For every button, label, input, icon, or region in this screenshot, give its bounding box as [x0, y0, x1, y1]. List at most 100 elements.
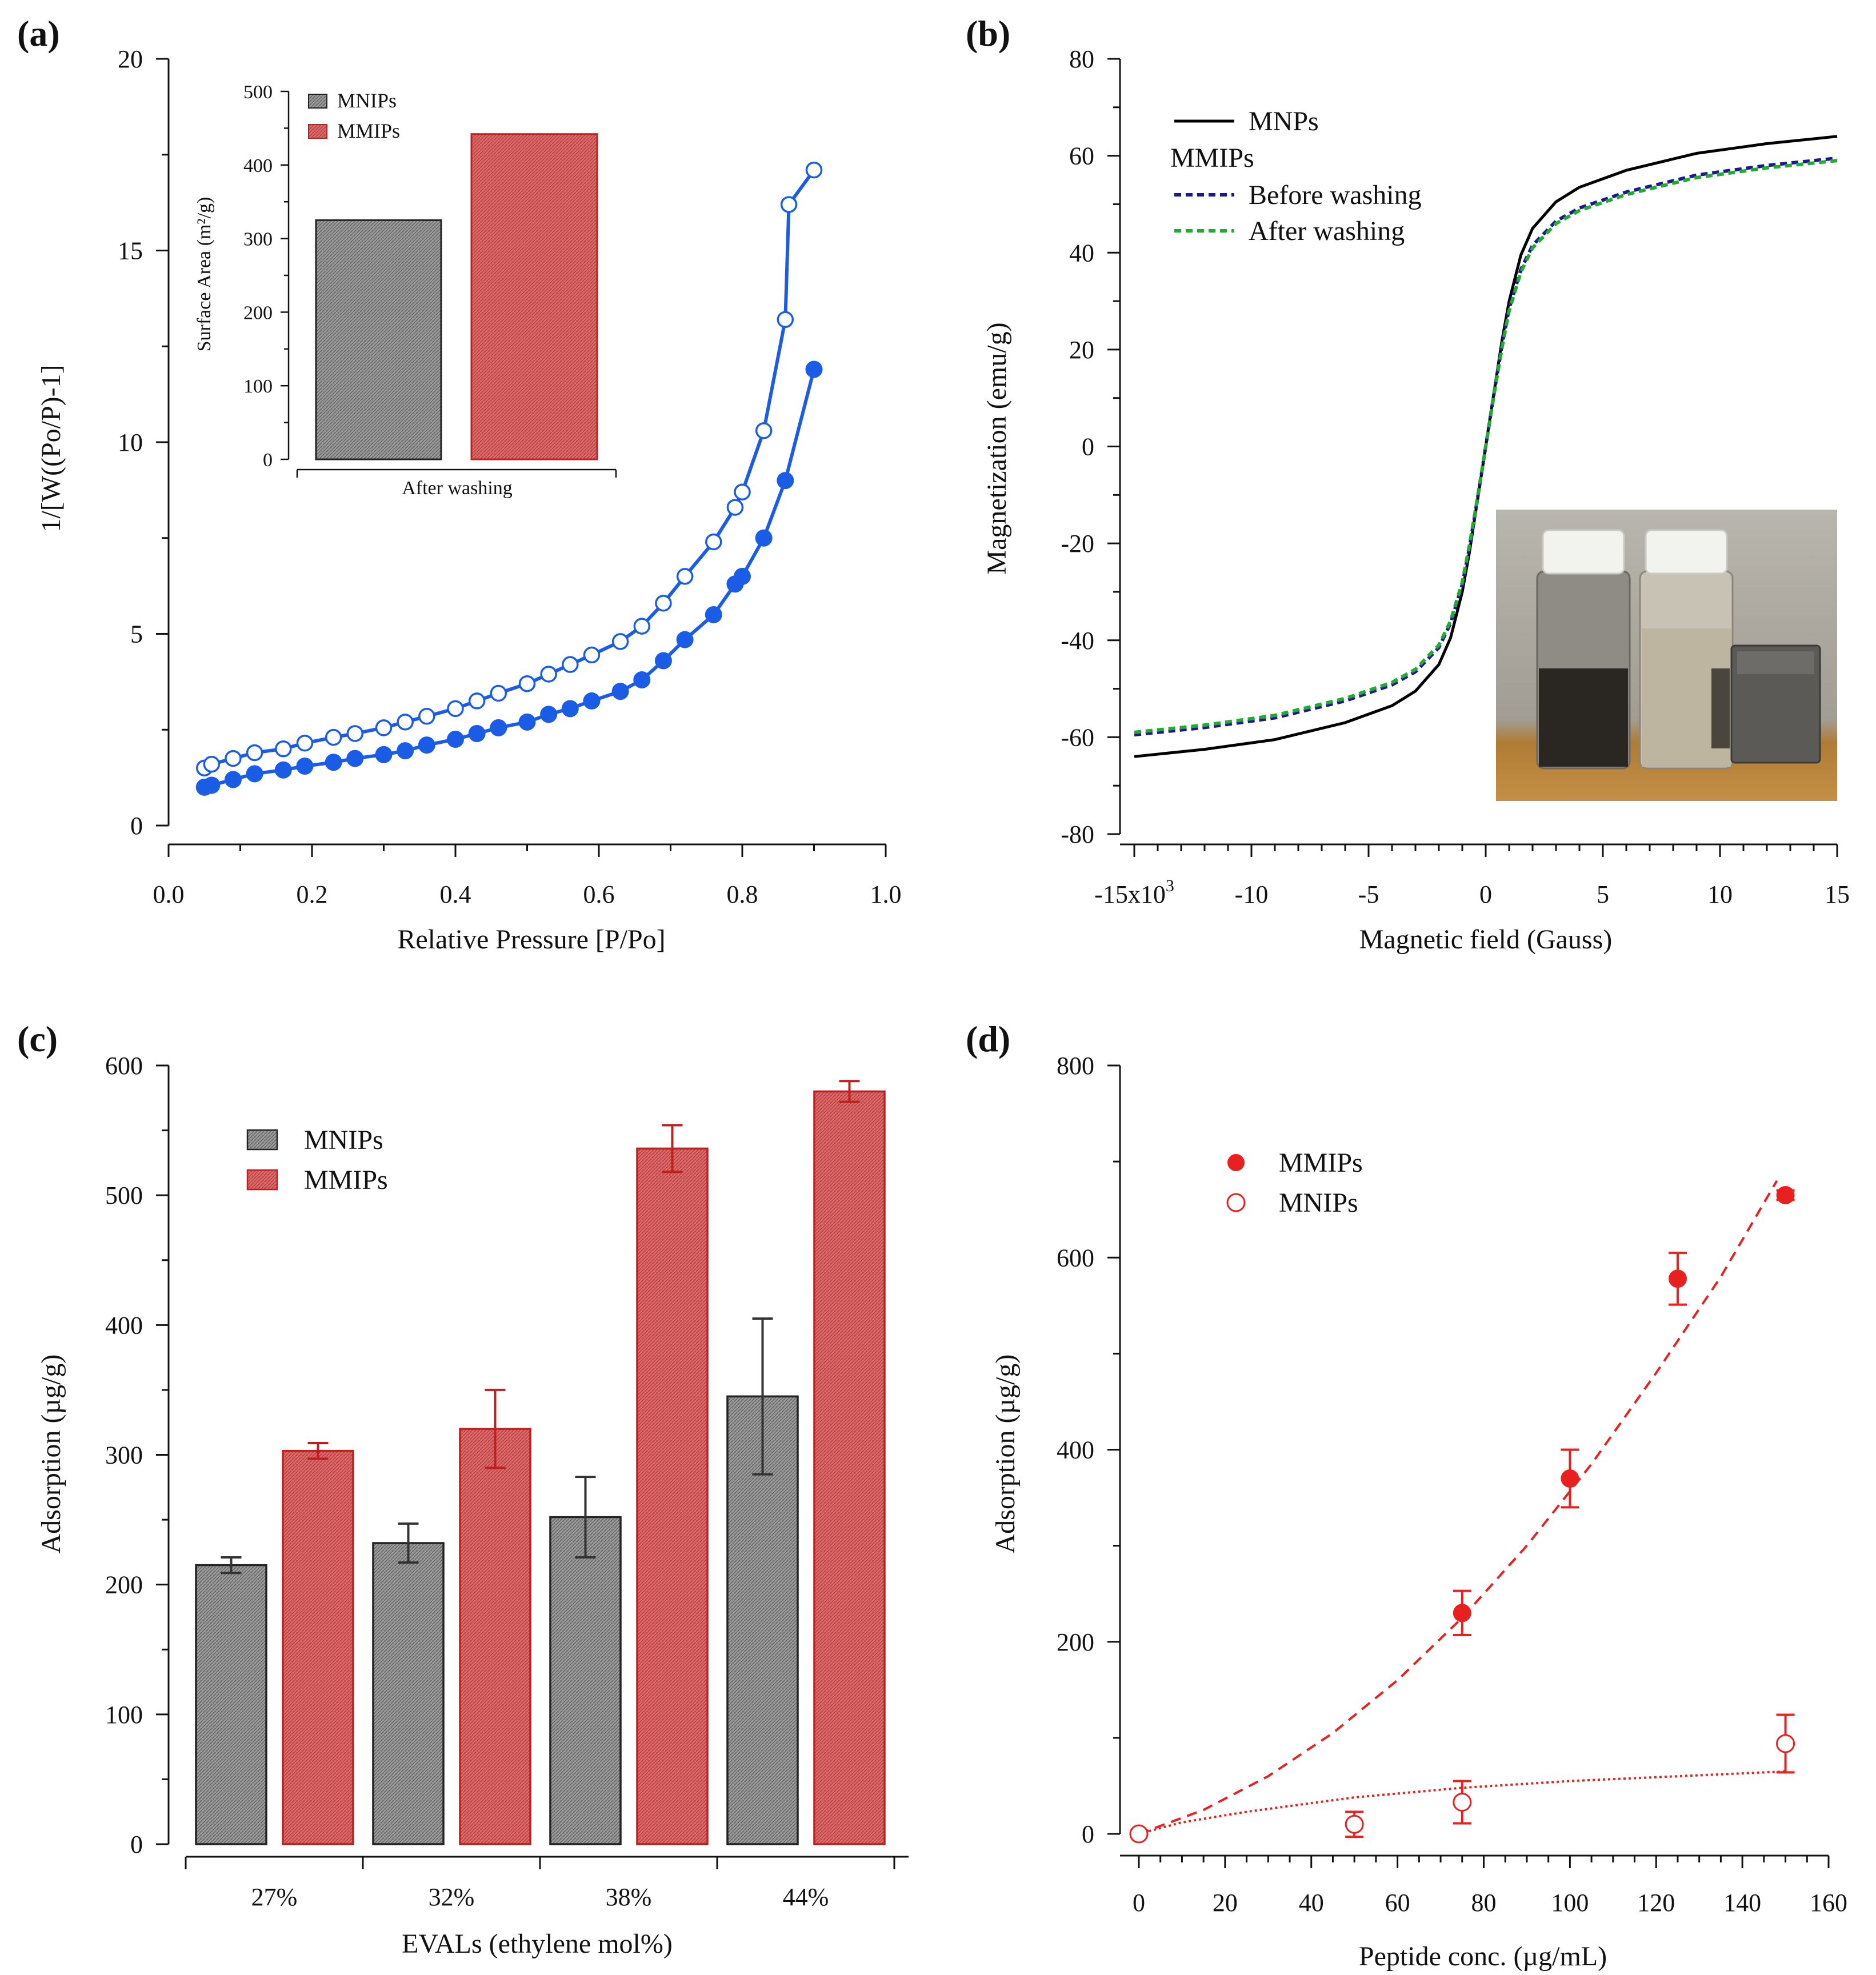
bar-mmips: [459, 1428, 531, 1845]
bar-mmips: [813, 1090, 886, 1845]
y-tick-label: 600: [105, 1052, 143, 1080]
data-point-filled: [755, 529, 773, 547]
x-tick-label: -5: [1358, 880, 1379, 908]
data-point-open: [805, 161, 823, 179]
curve-after-washing: [1134, 159, 1838, 734]
data-point-filled: [246, 765, 263, 783]
panel-a-chart: 0 5 10 15 20 0.0 0.2 0.4 0.6 0.8 1.0 Relative Pres…: [36, 45, 902, 955]
y-tick-label: 20: [1069, 336, 1094, 364]
panel-a-x-axis-title: Relative Pressure [P/Po]: [397, 924, 665, 955]
data-point-open: [418, 708, 435, 725]
data-point-filled: [777, 472, 794, 490]
panel-c-plot-area: [195, 1080, 886, 1845]
data-point-mmips: [1453, 1604, 1471, 1623]
data-point-filled: [375, 746, 393, 763]
x-tick-label: 0.0: [153, 880, 185, 908]
y-tick-label: -80: [1061, 820, 1094, 848]
data-point-filled: [583, 692, 601, 710]
panel-c-axes: 0 100 200 300 400 500 600 27% 32% 38% 44%: [105, 1052, 909, 1911]
data-point-open: [705, 533, 722, 551]
x-tick-label: 1.0: [870, 880, 902, 908]
vials-photo: [1496, 510, 1837, 801]
data-point-open: [296, 734, 314, 752]
y-tick-label: 400: [1057, 1436, 1094, 1464]
panel-label-a: (a): [17, 13, 60, 54]
data-point-filled: [490, 719, 507, 736]
x-tick-label: 0: [1479, 880, 1492, 908]
data-point-open: [225, 750, 242, 767]
inset-legend-label-mnips: MNIPs: [337, 89, 397, 112]
panel-label-c: (c): [17, 1019, 58, 1059]
y-tick-label: 40: [1069, 239, 1094, 267]
y-tick-label: 600: [1057, 1244, 1094, 1272]
data-point-filled: [325, 754, 342, 771]
x-tick-label: 0.8: [727, 880, 758, 908]
x-tick-label: 60: [1385, 1889, 1410, 1917]
y-tick-label: 200: [105, 1571, 143, 1599]
panel-c-y-axis-title: Adsorption (µg/g): [36, 1355, 66, 1554]
x-tick-label: 0: [1133, 1889, 1145, 1917]
inset-legend-label-mmips: MMIPs: [337, 119, 400, 142]
inset-axes: 0 100 200 300 400 500: [243, 82, 617, 478]
x-tick-label: 100: [1551, 1889, 1589, 1917]
panel-c-chart: 0 100 200 300 400 500 600 27% 32% 38% 44% EVALs (e…: [36, 1052, 909, 1959]
data-point-open: [655, 595, 672, 612]
panel-label-b: (b): [966, 13, 1010, 54]
panel-a-plot-area: [195, 161, 823, 796]
inset-bar-mmips: [470, 133, 598, 460]
x-tick-label: 32%: [429, 1883, 475, 1911]
data-point-filled: [274, 761, 292, 779]
data-point-mmips: [1668, 1269, 1687, 1288]
data-point-filled: [397, 742, 414, 760]
data-point-mnips: [1129, 1824, 1149, 1844]
y-tick-label: 20: [118, 45, 143, 73]
y-tick-label: 100: [105, 1701, 143, 1729]
data-point-open: [583, 646, 601, 664]
x-tick-label: 120: [1637, 1889, 1675, 1917]
data-point-mnips: [1345, 1814, 1364, 1834]
data-point-filled: [540, 706, 558, 723]
data-point-filled: [611, 683, 629, 700]
data-point-open: [611, 633, 629, 650]
data-point-filled: [296, 757, 314, 775]
panel-label-d: (d): [966, 1019, 1010, 1059]
data-point-filled: [654, 652, 672, 670]
panel-b-y-axis-title: Magnetization (emu/g): [982, 322, 1012, 574]
legend-marker-mmips: [1227, 1154, 1245, 1171]
legend-label-before-washing: Before washing: [1249, 180, 1422, 210]
data-point-filled: [468, 724, 486, 742]
x-tick-label: 27%: [251, 1883, 298, 1911]
series-line: [204, 368, 816, 789]
data-point-open: [780, 196, 798, 213]
y-tick-label: 60: [1069, 142, 1094, 170]
panel-b-plot-area: [1134, 135, 1838, 758]
y-tick-label: 300: [105, 1441, 143, 1469]
data-point-open: [397, 714, 414, 731]
panel-b-x-axis-title: Magnetic field (Gauss): [1359, 924, 1613, 955]
data-point-open: [734, 483, 751, 500]
panel-a-y-axis-title: 1/[W((Po/P)-1]: [36, 364, 66, 532]
x-tick-label: 20: [1213, 1889, 1238, 1917]
bar-mmips: [282, 1449, 354, 1845]
legend-heading-mmips: MMIPs: [1170, 143, 1254, 173]
x-tick-label: 140: [1723, 1889, 1761, 1917]
fit-line-mmips: [1138, 1180, 1778, 1835]
data-point-filled: [203, 776, 221, 794]
y-tick-label: 5: [130, 620, 143, 648]
y-tick-label: 0: [1082, 433, 1094, 461]
data-point-open: [468, 692, 486, 710]
data-point-open: [447, 700, 464, 718]
y-tick-label: 200: [1057, 1628, 1094, 1656]
panel-d-plot-area: [1129, 1180, 1795, 1844]
y-tick-label: 10: [118, 428, 143, 456]
x-tick-label: 0.2: [297, 880, 328, 908]
inset-y-tick-label: 500: [243, 82, 273, 103]
data-point-open: [518, 675, 536, 692]
inset-y-tick-label: 200: [243, 302, 273, 323]
y-tick-label: 0: [130, 812, 143, 840]
x-tick-label: 40: [1299, 1889, 1324, 1917]
x-tick-exponent: 3: [1166, 876, 1174, 895]
y-tick-label: 15: [118, 237, 143, 265]
